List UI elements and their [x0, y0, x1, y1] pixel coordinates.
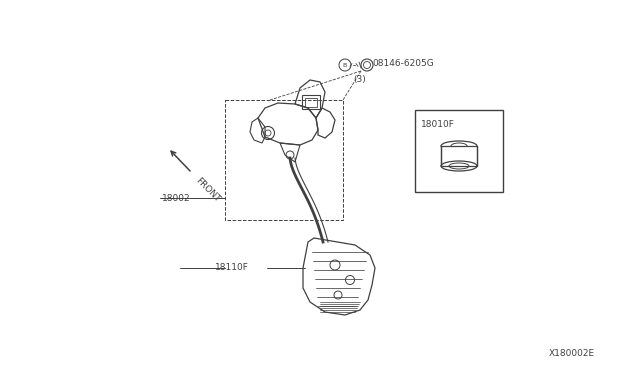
Bar [302, 95, 320, 109]
Text: B: B [343, 62, 347, 67]
Text: 18002: 18002 [162, 193, 191, 202]
Text: (3): (3) [353, 75, 365, 84]
Bar [441, 146, 477, 166]
Bar [225, 100, 343, 220]
Text: 08146-6205G: 08146-6205G [372, 58, 434, 67]
Text: 18010F: 18010F [421, 119, 455, 128]
Bar [305, 98, 317, 107]
Bar [415, 110, 503, 192]
Text: X180002E: X180002E [549, 349, 595, 358]
Text: 18110F: 18110F [215, 263, 249, 273]
Text: FRONT: FRONT [194, 176, 222, 204]
